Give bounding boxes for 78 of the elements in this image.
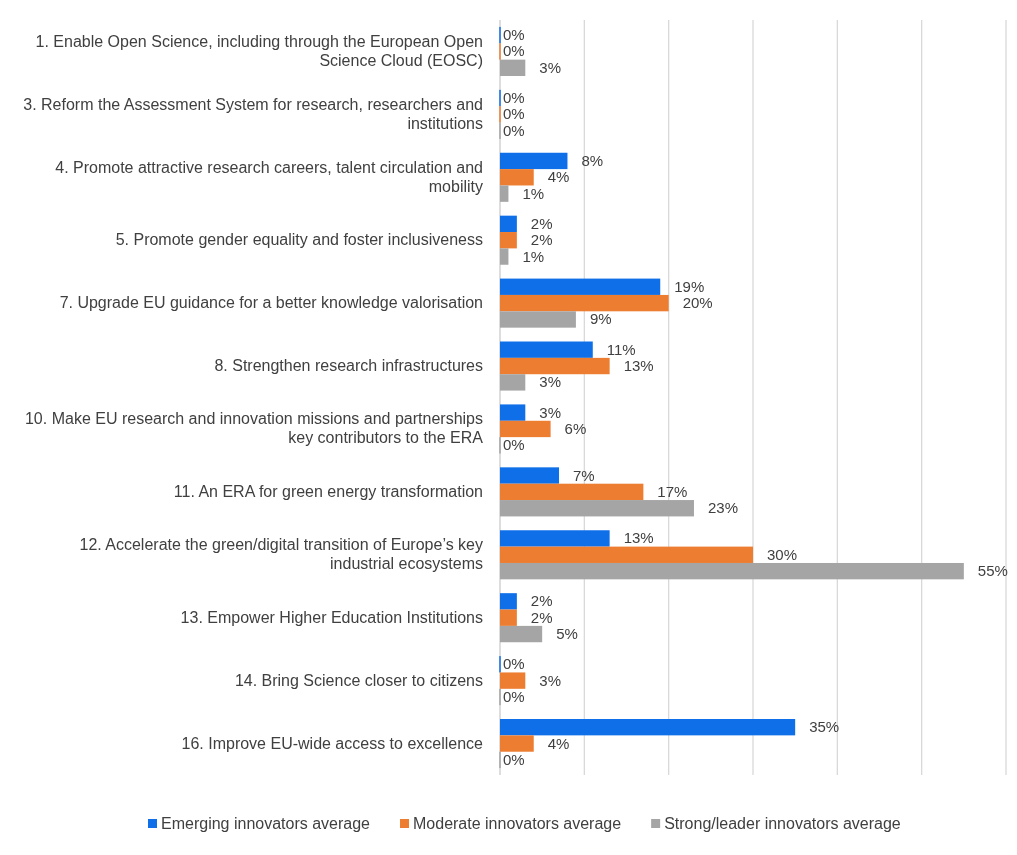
bar (500, 719, 796, 736)
bar (500, 530, 610, 547)
bar (500, 232, 517, 249)
data-label: 19% (674, 277, 705, 295)
y-tick-label: 8. Strengthen research infrastructures (214, 357, 483, 375)
data-label: 5% (556, 625, 578, 643)
y-tick-label: 10. Make EU research and innovation missions and partnerships key contributors to the ERA (24, 410, 484, 447)
data-label: 0% (503, 105, 525, 123)
data-label: 3% (539, 373, 561, 391)
data-label: 4% (547, 734, 570, 752)
data-label: 2% (530, 608, 553, 626)
bar (500, 404, 526, 421)
bar (500, 562, 964, 580)
data-label: 8% (581, 151, 604, 169)
data-label: 30% (767, 545, 798, 563)
data-label: 9% (589, 310, 612, 328)
data-label: 1% (522, 184, 545, 202)
data-label: 20% (682, 294, 713, 312)
bar (500, 341, 593, 358)
data-label: 23% (707, 499, 738, 517)
bar (500, 735, 534, 752)
bar (500, 593, 517, 610)
bar (500, 185, 509, 202)
data-label: 35% (809, 718, 840, 736)
bar (500, 374, 526, 391)
bar (500, 294, 669, 312)
y-tick-label: 13. Empower Higher Education Institutions (180, 608, 483, 626)
legend-label: Emerging innovators average (161, 815, 371, 832)
y-tick-label: 1. Enable Open Science, including through the European Open Science Cloud (EOSC) (35, 32, 483, 69)
data-label: 0% (503, 687, 525, 705)
data-label: 2% (530, 231, 553, 249)
data-label: 13% (623, 357, 654, 375)
y-tick-label: 14. Bring Science closer to citizens (234, 671, 483, 689)
bar (500, 357, 610, 375)
y-tick-label: 5. Promote gender equality and foster inclusiveness (115, 231, 483, 249)
legend-label: Strong/leader innovators average (664, 815, 901, 832)
bar (500, 467, 560, 484)
data-label: 0% (503, 26, 525, 44)
bar (500, 59, 526, 76)
bar (500, 215, 517, 233)
data-label: 13% (623, 529, 654, 547)
data-label: 0% (503, 42, 525, 60)
bar (500, 420, 551, 438)
bar (500, 311, 576, 328)
data-label: 3% (539, 58, 561, 76)
data-label: 0% (503, 750, 525, 768)
y-tick-label: 3. Reform the Assessment System for research, researchers and institutions (23, 95, 483, 132)
data-label: 0% (503, 655, 525, 673)
bar (500, 609, 517, 626)
y-tick-label: 11. An ERA for green energy transformation (173, 482, 483, 500)
data-label: 0% (503, 121, 525, 139)
data-label: 3% (539, 671, 561, 689)
data-label: 55% (977, 562, 1008, 580)
y-tick-label: 12. Accelerate the green/digital transition of Europe’s key industrial ecosystems (79, 536, 483, 573)
data-label: 4% (547, 168, 570, 186)
bar (500, 546, 753, 563)
data-label: 2% (530, 592, 553, 610)
bar (500, 248, 509, 265)
data-label: 0% (503, 436, 525, 454)
data-label: 0% (503, 89, 525, 107)
y-tick-label: 4. Promote attractive research careers, talent circulation and mobility (55, 158, 483, 195)
data-label: 17% (657, 482, 688, 500)
legend-label: Moderate innovators average (413, 815, 622, 832)
bar (500, 152, 568, 170)
data-label: 7% (573, 466, 595, 484)
y-tick-label: 7. Upgrade EU guidance for a better knowledge valorisation (59, 294, 483, 312)
data-label: 2% (530, 214, 553, 232)
data-label: 11% (606, 340, 636, 358)
bar (500, 278, 661, 295)
bar (500, 672, 526, 689)
y-tick-label: 16. Improve EU-wide access to excellence (181, 734, 484, 752)
data-label: 1% (522, 247, 545, 265)
bar (500, 483, 644, 501)
bar (500, 500, 694, 517)
bar (500, 625, 543, 643)
data-label: 3% (539, 403, 561, 421)
data-label: 6% (564, 419, 587, 437)
bar (500, 169, 534, 186)
